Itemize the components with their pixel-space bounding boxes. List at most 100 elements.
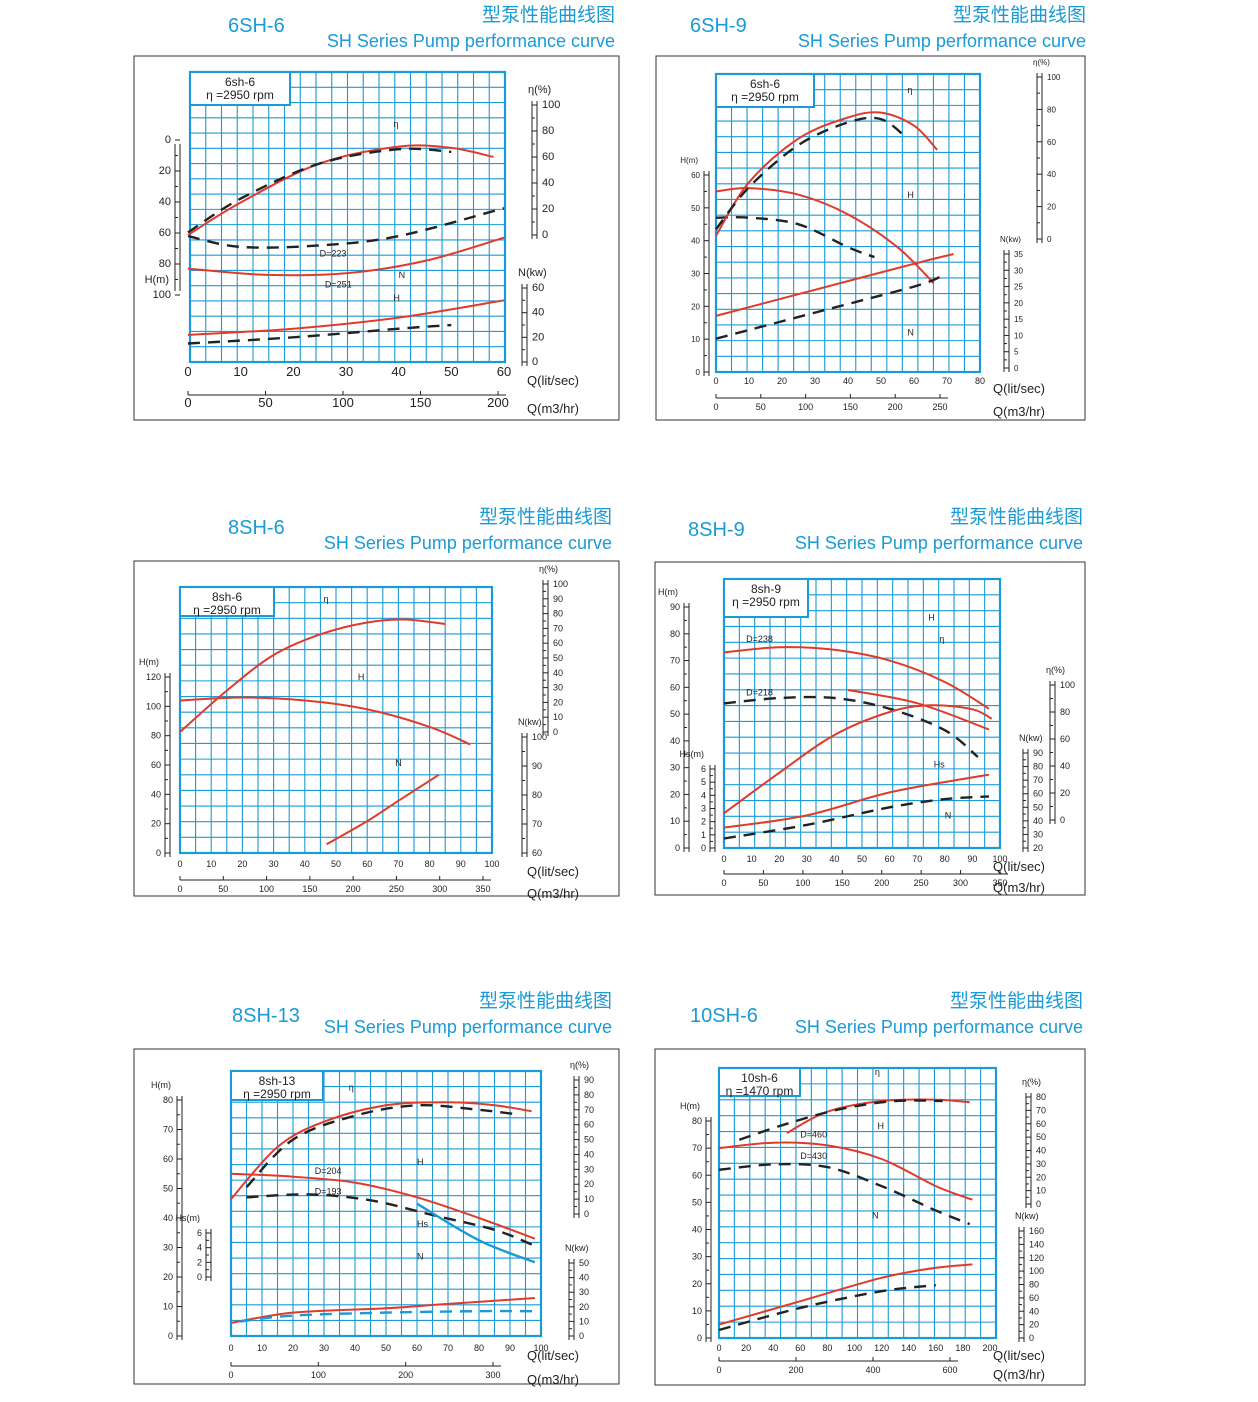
scale-tick-label: 90	[1033, 748, 1043, 758]
grid-border	[714, 72, 982, 374]
curve-labels: D=238 D=218 Hη Hs N	[746, 612, 951, 820]
x-tick-label: 30	[802, 854, 812, 864]
chart-title-en: SH Series Pump performance curve	[324, 1017, 612, 1037]
scale-tick-label: 80	[692, 1116, 702, 1126]
info-box-speed: η =1470 rpm	[726, 1084, 794, 1098]
x-tick-label: 140	[901, 1343, 916, 1353]
scale-tick-label: 30	[692, 1252, 702, 1262]
x-tick-label-m3h: 350	[992, 878, 1007, 888]
h-scale: 0 10 20 30 40 50 60 H(m)	[680, 156, 710, 377]
x-axis-title-lps: Q(lit/sec)	[993, 381, 1045, 396]
scale-tick-label: 2	[701, 817, 706, 827]
scale-tick-label: 100	[146, 701, 161, 711]
scale-tick-label: 20	[159, 165, 171, 177]
curve--	[179, 618, 446, 733]
scale-tick-label: 20	[1014, 299, 1023, 308]
x-tick-label-m3h: 100	[311, 1370, 326, 1380]
scale-tick-label: 0	[675, 843, 680, 853]
info-box	[718, 1067, 801, 1097]
h-scale: 0 10 20 30 40 50 60 70 80 90 H(m)	[658, 587, 690, 853]
scale-tick-label: 80	[553, 609, 563, 619]
curve-h-dashed	[715, 216, 875, 259]
scale-tick-label: 140	[1029, 1239, 1044, 1249]
x-axis-title-lps: Q(lit/sec)	[527, 373, 579, 388]
scale-tick-label: 100	[542, 99, 560, 111]
scale-tick-label: 0	[156, 848, 161, 858]
scale-tick-label: 80	[151, 731, 161, 741]
x-tick-label: 100	[992, 854, 1007, 864]
scale-tick-label: 100	[553, 579, 568, 589]
curves	[723, 646, 993, 840]
curve-hs	[416, 1202, 536, 1264]
scale-tick-label: 0	[532, 356, 538, 368]
chart-model-title: 10SH-6	[690, 1005, 758, 1027]
efficiency-scale: 0 10 20 30 40 50 60 70 80 η(%)	[1022, 1077, 1046, 1209]
scale-tick-label: 100	[532, 732, 547, 742]
scale-tick-label: 90	[553, 594, 563, 604]
x-axis-title-m3h: Q(m3/hr)	[527, 1372, 579, 1387]
scale-tick-label: 60	[584, 1120, 594, 1130]
x-tick-label: 10	[206, 859, 216, 869]
scale-tick-label: 50	[1036, 1132, 1046, 1142]
x-axis-title-m3h: Q(m3/hr)	[993, 1367, 1045, 1382]
chart-8sh-13: 8SH-13 型泵性能曲线图 SH Series Pump performance …	[133, 990, 620, 1387]
curve-label: N	[872, 1211, 879, 1221]
scale-tick-label: 100	[1060, 680, 1075, 690]
scale-tick-label: 60	[1033, 789, 1043, 799]
scale-tick-label: 60	[1060, 734, 1070, 744]
scale-tick-label: 40	[692, 1225, 702, 1235]
power-scale: 60 70 80 90 100 N(kw)	[518, 717, 547, 858]
efficiency-scale: 0 20 40 60 80 100 η(%)	[528, 84, 560, 241]
x-tick-label: 30	[339, 364, 353, 379]
scale-tick-label: 50	[584, 1135, 594, 1145]
curves	[718, 1098, 973, 1332]
x-axis-m3h: 0 100 200 300 Q(m3/hr)	[228, 1362, 579, 1387]
curve-label: H	[417, 1157, 424, 1167]
x-tick-label: 20	[237, 859, 247, 869]
curve-h-d-430	[718, 1162, 971, 1226]
scale-tick-label: 30	[691, 270, 700, 279]
scale-tick-label: 0	[1047, 235, 1052, 244]
x-tick-label: 70	[912, 854, 922, 864]
curve-labels: η H D=251 D=223 N	[320, 119, 406, 303]
chart-frame	[655, 55, 1086, 421]
x-tick-label: 0	[713, 376, 718, 386]
x-tick-label: 80	[822, 1343, 832, 1353]
x-tick-label: 0	[177, 859, 182, 869]
scale-tick-label: 50	[670, 709, 680, 719]
x-tick-label-m3h: 150	[843, 402, 858, 412]
curve-label: H	[928, 612, 935, 622]
x-tick-label: 80	[425, 859, 435, 869]
scale-title: Hs(m)	[176, 1213, 201, 1223]
scale-tick-label: 60	[1036, 1119, 1046, 1129]
curve-label: H	[878, 1121, 885, 1131]
scale-tick-label: 25	[1014, 283, 1023, 292]
scale-tick-label: 40	[151, 789, 161, 799]
curve--	[723, 704, 993, 815]
curve-h	[179, 696, 471, 746]
scale-tick-label: 60	[691, 171, 700, 180]
scale-tick-label: 20	[163, 1272, 173, 1282]
curve-n-d-223	[187, 323, 452, 345]
scale-tick-label: 80	[1036, 1092, 1046, 1102]
scale-tick-label: 70	[584, 1105, 594, 1115]
scale-tick-label: 60	[542, 151, 554, 163]
x-tick-label: 60	[362, 859, 372, 869]
curve-n-d-251	[187, 299, 505, 336]
curve-h-d-223	[187, 207, 505, 249]
efficiency-scale: 0 10 20 30 40 50 60 70 80 90 100 η(%)	[539, 564, 568, 737]
scale-tick-label: 80	[1029, 1280, 1039, 1290]
curve-label: η	[939, 634, 944, 644]
x-tick-label: 30	[319, 1343, 329, 1353]
x-tick-label: 50	[381, 1343, 391, 1353]
info-box-model: 6sh-6	[750, 77, 780, 91]
chart-model-title: 8SH-9	[688, 519, 745, 541]
x-tick-label-m3h: 150	[302, 884, 317, 894]
x-tick-label: 20	[288, 1343, 298, 1353]
x-tick-label: 60	[412, 1343, 422, 1353]
chart-title-en: SH Series Pump performance curve	[798, 31, 1086, 51]
x-tick-label-m3h: 100	[795, 878, 810, 888]
